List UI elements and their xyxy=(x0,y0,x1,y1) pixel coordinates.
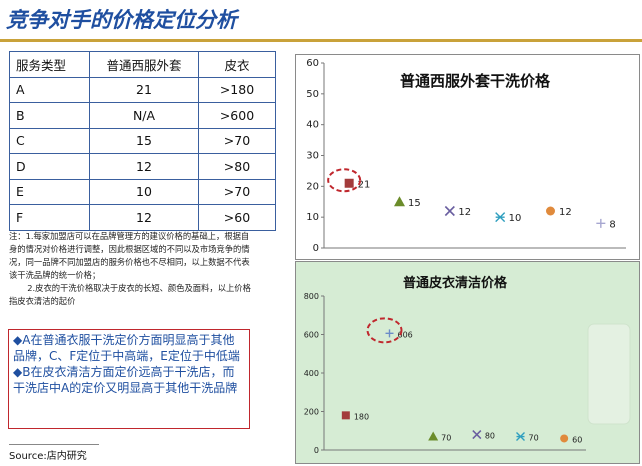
table-cell: 21 xyxy=(89,76,199,103)
table-row: E 10 >70 xyxy=(9,178,276,205)
data-point xyxy=(560,434,569,443)
table-cell: >80 xyxy=(198,153,276,180)
data-point xyxy=(341,411,350,420)
data-point xyxy=(344,178,354,188)
table-row: D 12 >80 xyxy=(9,153,276,180)
y-tick-label: 800 xyxy=(304,292,319,301)
table-cell: >70 xyxy=(198,178,276,205)
title-divider xyxy=(0,39,642,42)
leather-price-chart-svg: 普通皮衣清洁价格 0 200 400 600 800 180 606 70 80 70 60 xyxy=(304,275,631,455)
data-point xyxy=(428,431,439,441)
page-title: 竞争对手的价格定位分析 xyxy=(6,8,237,32)
y-tick-label: 30 xyxy=(306,151,319,162)
table-row: A 21 >180 xyxy=(9,76,276,103)
table-cell: D xyxy=(9,153,90,180)
data-point xyxy=(472,430,482,440)
data-label: 80 xyxy=(485,432,495,441)
table-cell: >600 xyxy=(198,102,276,129)
table-row: C 15 >70 xyxy=(9,127,276,154)
header-suit: 普通西服外套 xyxy=(89,51,199,78)
table-cell: >60 xyxy=(198,204,276,231)
data-point xyxy=(495,212,506,223)
y-tick-label: 60 xyxy=(306,58,319,69)
data-point xyxy=(516,432,525,442)
y-tick-label: 600 xyxy=(304,331,319,340)
y-tick-label: 50 xyxy=(306,89,319,100)
footnote: 注：1.每家加盟店可以在品牌管理方的建议价格的基础上，根据自身的情况对价格进行调… xyxy=(9,230,252,308)
y-tick-label: 400 xyxy=(304,369,319,378)
y-tick-label: 0 xyxy=(313,243,319,254)
data-label: 12 xyxy=(458,207,471,218)
suit-price-chart-svg: 普通西服外套干洗价格 0 10 20 30 40 50 60 21 15 12 10 12 8 xyxy=(306,58,626,254)
data-label: 15 xyxy=(408,198,421,209)
data-label: 180 xyxy=(354,412,369,421)
data-point xyxy=(546,206,555,216)
y-tick-label: 20 xyxy=(306,181,319,192)
table-row: F 12 >60 xyxy=(9,204,276,231)
source-note: Source:店内研究 xyxy=(9,444,99,462)
table-cell: >70 xyxy=(198,127,276,154)
data-point xyxy=(385,329,394,338)
data-label: 10 xyxy=(509,213,522,224)
footnote-1: 注：1.每家加盟店可以在品牌管理方的建议价格的基础上，根据自身的情况对价格进行调… xyxy=(9,231,250,280)
legend-placeholder xyxy=(587,323,631,425)
table-cell: A xyxy=(9,76,90,103)
footnote-2: 2.皮衣的干洗价格取决于皮衣的长短、颜色及面料，以上价格指皮衣清洁的起价 xyxy=(9,283,251,306)
data-label: 12 xyxy=(559,207,572,218)
data-point xyxy=(444,205,455,217)
data-point xyxy=(596,218,606,228)
chart-title: 普通西服外套干洗价格 xyxy=(400,72,551,90)
table-cell: B xyxy=(9,102,90,129)
table-cell: F xyxy=(9,204,90,231)
header-leather: 皮衣 xyxy=(198,51,276,78)
y-tick-label: 40 xyxy=(306,120,319,131)
y-tick-label: 200 xyxy=(304,408,319,417)
leather-price-chart: 普通皮衣清洁价格 0 200 400 600 800 180 606 70 80 70 60 xyxy=(295,261,640,464)
data-point xyxy=(394,196,405,207)
data-label: 70 xyxy=(441,434,451,443)
y-tick-label: 10 xyxy=(306,212,319,223)
table-cell: >180 xyxy=(198,76,276,103)
table-row: B N/A >600 xyxy=(9,102,276,129)
suit-price-chart: 普通西服外套干洗价格 0 10 20 30 40 50 60 21 15 12 10 12 8 xyxy=(295,54,640,260)
data-label: 606 xyxy=(398,330,413,339)
table-cell: 15 xyxy=(89,127,199,154)
summary-box: ◆A在普通衣服干洗定价方面明显高于其他品牌，C、F定位于中高端，E定位于中低端 … xyxy=(8,329,250,429)
price-table: 服务类型 普通西服外套 皮衣 A 21 >180 B N/A >600 C 15… xyxy=(9,51,276,231)
summary-point-1: ◆A在普通衣服干洗定价方面明显高于其他品牌，C、F定位于中高端，E定位于中低端 xyxy=(13,333,240,363)
highlight-ellipse xyxy=(327,168,362,193)
table-cell: C xyxy=(9,127,90,154)
chart-title: 普通皮衣清洁价格 xyxy=(403,275,508,291)
highlight-ellipse xyxy=(366,317,403,344)
table-cell: E xyxy=(9,178,90,205)
data-label: 8 xyxy=(609,219,615,230)
table-cell: 10 xyxy=(89,178,199,205)
table-cell: N/A xyxy=(89,102,199,129)
table-cell: 12 xyxy=(89,204,199,231)
data-label: 70 xyxy=(529,434,539,443)
y-tick-label: 0 xyxy=(314,446,319,455)
table-header-row: 服务类型 普通西服外套 皮衣 xyxy=(9,51,276,78)
data-label: 21 xyxy=(358,179,371,190)
header-service-type: 服务类型 xyxy=(9,51,90,78)
table-cell: 12 xyxy=(89,153,199,180)
data-label: 60 xyxy=(572,435,582,444)
summary-point-2: ◆B在皮衣清洁方面定价远高于干洗店，而干洗店中A的定价又明显高于其他干洗品牌 xyxy=(13,365,238,395)
